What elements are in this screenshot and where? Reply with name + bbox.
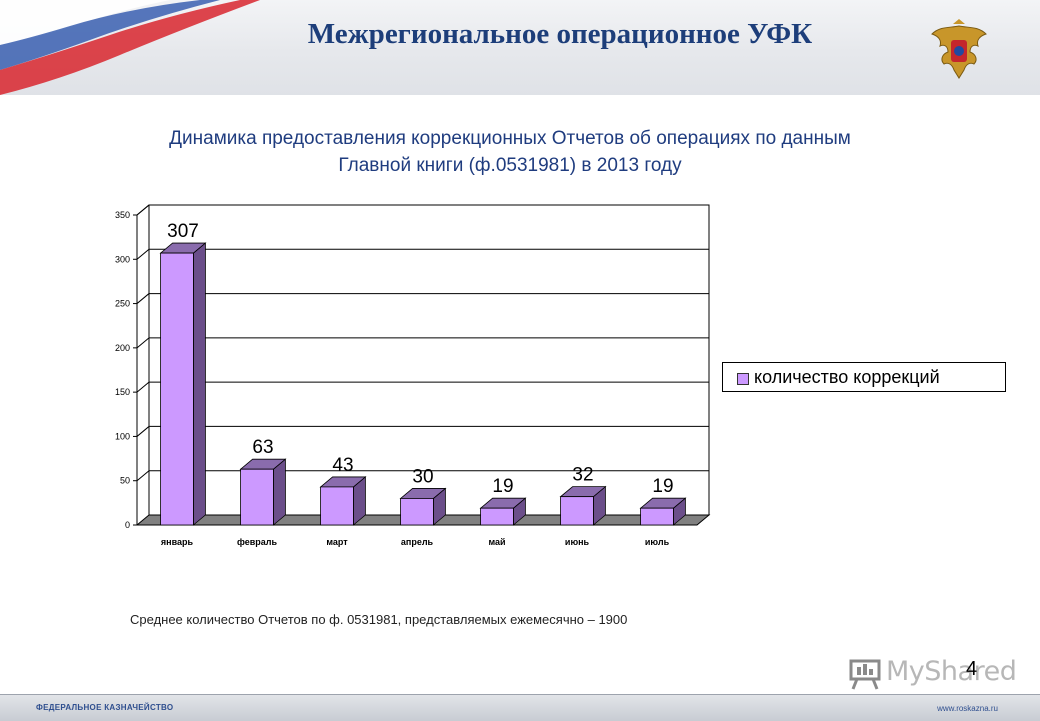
chart-subtitle: Динамика предоставления коррекционных От… xyxy=(40,125,980,179)
russian-flag-banner xyxy=(0,0,260,95)
footer-org-name: ФЕДЕРАЛЬНОЕ КАЗНАЧЕЙСТВО xyxy=(36,703,174,712)
y-tick-label: 0 xyxy=(125,520,130,530)
chart-labels: 307 январь 63 февраль 43 март 30 апрель 19 май 32 и… xyxy=(161,221,674,547)
x-tick-label: март xyxy=(326,537,348,547)
page-number: 4 xyxy=(966,658,978,680)
x-tick-label: февраль xyxy=(237,537,278,547)
average-note: Среднее количество Отчетов по ф. 0531981… xyxy=(130,612,628,627)
y-tick-label: 50 xyxy=(120,476,130,486)
chart-grid xyxy=(136,204,710,516)
x-tick-label: апрель xyxy=(401,537,434,547)
chart-bars xyxy=(159,242,687,526)
gridline-depth xyxy=(136,293,150,304)
bar xyxy=(640,507,674,526)
data-label: 19 xyxy=(652,476,673,497)
data-label: 30 xyxy=(412,466,433,487)
gridline-depth xyxy=(136,337,150,349)
gridline-depth xyxy=(136,248,150,260)
data-label: 307 xyxy=(167,221,199,242)
gridline-depth xyxy=(136,470,150,482)
bar xyxy=(160,252,194,526)
subtitle-line-2: Главной книги (ф.0531981) в 2013 году xyxy=(338,155,682,176)
data-label: 63 xyxy=(252,437,273,458)
header-title: Межрегиональное операционное УФК xyxy=(307,18,813,50)
y-tick-label: 300 xyxy=(115,254,130,264)
y-tick-label: 200 xyxy=(115,343,130,353)
bar-side xyxy=(272,458,286,526)
y-axis-depth xyxy=(136,204,150,216)
data-label: 19 xyxy=(492,476,513,497)
header-bar: Межрегиональное операционное УФК xyxy=(0,0,1040,95)
legend-swatch xyxy=(737,373,749,385)
bar-side xyxy=(192,242,206,526)
subtitle-line-1: Динамика предоставления коррекционных От… xyxy=(169,128,851,149)
presentation-board-icon xyxy=(849,659,881,690)
x-tick-label: июль xyxy=(645,537,670,547)
treasury-emblem-icon xyxy=(931,19,987,79)
data-label: 32 xyxy=(572,465,593,486)
gridline-depth xyxy=(136,426,150,437)
bar xyxy=(480,507,514,526)
y-tick-label: 350 xyxy=(115,210,130,220)
y-tick-label: 150 xyxy=(115,387,130,397)
bar xyxy=(320,486,354,526)
chart-legend: количество коррекций xyxy=(722,362,1006,392)
x-tick-label: май xyxy=(488,537,505,547)
y-tick-label: 250 xyxy=(115,299,130,309)
watermark-text: MyShared xyxy=(886,656,1017,687)
legend-label: количество коррекций xyxy=(754,367,940,387)
data-label: 43 xyxy=(332,455,353,476)
gridline-depth xyxy=(136,381,150,393)
x-tick-label: июнь xyxy=(565,537,590,547)
footer-bar: ФЕДЕРАЛЬНОЕ КАЗНАЧЕЙСТВО www.roskazna.ru xyxy=(0,694,1040,721)
x-tick-label: январь xyxy=(161,537,194,547)
bar xyxy=(400,498,434,526)
bar xyxy=(560,496,594,526)
bar xyxy=(240,468,274,526)
y-tick-label: 100 xyxy=(115,431,130,441)
footer-website-link[interactable]: www.roskazna.ru xyxy=(937,704,998,713)
